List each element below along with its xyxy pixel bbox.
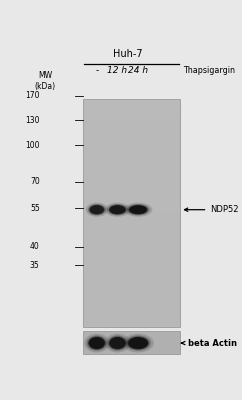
Bar: [83, 194, 180, 213]
Ellipse shape: [88, 204, 106, 216]
Bar: [83, 99, 180, 327]
Bar: [83, 331, 180, 354]
Ellipse shape: [128, 205, 148, 214]
Bar: [83, 308, 180, 327]
Text: -: -: [95, 66, 98, 75]
Ellipse shape: [109, 205, 125, 214]
Ellipse shape: [84, 334, 110, 352]
Text: MW: MW: [38, 71, 52, 80]
Ellipse shape: [86, 335, 107, 351]
Text: Thapsigargin: Thapsigargin: [183, 66, 235, 75]
Bar: [83, 251, 180, 270]
Text: 40: 40: [30, 242, 40, 251]
Ellipse shape: [109, 205, 126, 214]
Text: 170: 170: [25, 91, 40, 100]
Ellipse shape: [105, 334, 130, 352]
Ellipse shape: [109, 336, 126, 350]
Ellipse shape: [109, 337, 125, 349]
Ellipse shape: [124, 203, 152, 217]
Ellipse shape: [107, 335, 128, 351]
Ellipse shape: [129, 205, 147, 214]
Text: 130: 130: [25, 116, 40, 125]
Ellipse shape: [125, 335, 151, 351]
Ellipse shape: [89, 337, 105, 349]
Bar: [83, 232, 180, 251]
Bar: [83, 289, 180, 308]
Text: 100: 100: [25, 140, 40, 150]
Text: 24 h: 24 h: [128, 66, 148, 75]
Ellipse shape: [127, 204, 150, 216]
Ellipse shape: [86, 203, 108, 217]
Ellipse shape: [89, 205, 105, 214]
Ellipse shape: [127, 336, 149, 350]
Text: Huh-7: Huh-7: [113, 49, 143, 59]
Bar: [83, 175, 180, 194]
Ellipse shape: [90, 205, 104, 214]
Text: 55: 55: [30, 204, 40, 213]
Ellipse shape: [105, 203, 130, 217]
Text: (kDa): (kDa): [35, 82, 56, 91]
Bar: [83, 270, 180, 289]
Bar: [83, 137, 180, 156]
Bar: [83, 118, 180, 137]
Text: 70: 70: [30, 178, 40, 186]
Bar: [83, 99, 180, 118]
Text: 12 h: 12 h: [107, 66, 128, 75]
Ellipse shape: [128, 337, 148, 349]
Text: 35: 35: [30, 261, 40, 270]
Bar: [83, 213, 180, 232]
Text: NDP52: NDP52: [184, 205, 239, 214]
Text: beta Actin: beta Actin: [182, 338, 237, 348]
Ellipse shape: [88, 336, 106, 350]
Bar: [83, 156, 180, 175]
Ellipse shape: [122, 334, 154, 352]
Ellipse shape: [107, 204, 128, 216]
